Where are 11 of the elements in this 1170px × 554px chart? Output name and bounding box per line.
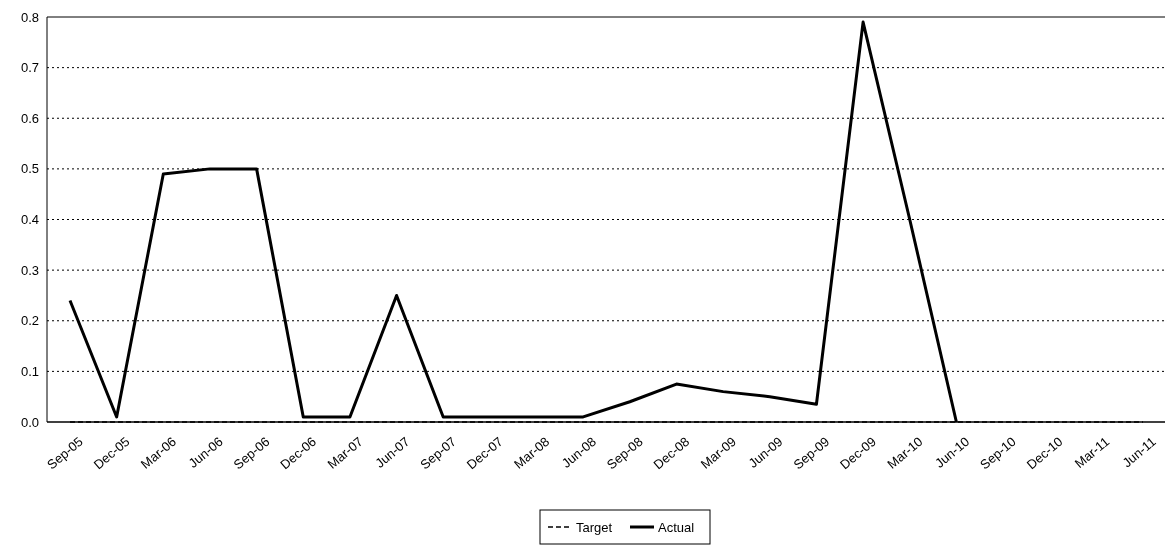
y-tick-label: 0.0: [20, 414, 39, 430]
y-tick-label: 0.8: [20, 9, 39, 25]
legend-label: Target: [576, 519, 613, 535]
y-tick-label: 0.4: [20, 212, 39, 228]
y-tick-label: 0.2: [20, 313, 39, 329]
y-tick-label: 0.3: [20, 262, 39, 278]
legend-label: Actual: [658, 519, 695, 535]
y-tick-label: 0.6: [20, 110, 39, 126]
y-tick-label: 0.7: [20, 60, 39, 76]
y-tick-label: 0.5: [20, 161, 39, 177]
y-tick-label: 0.1: [20, 363, 39, 379]
